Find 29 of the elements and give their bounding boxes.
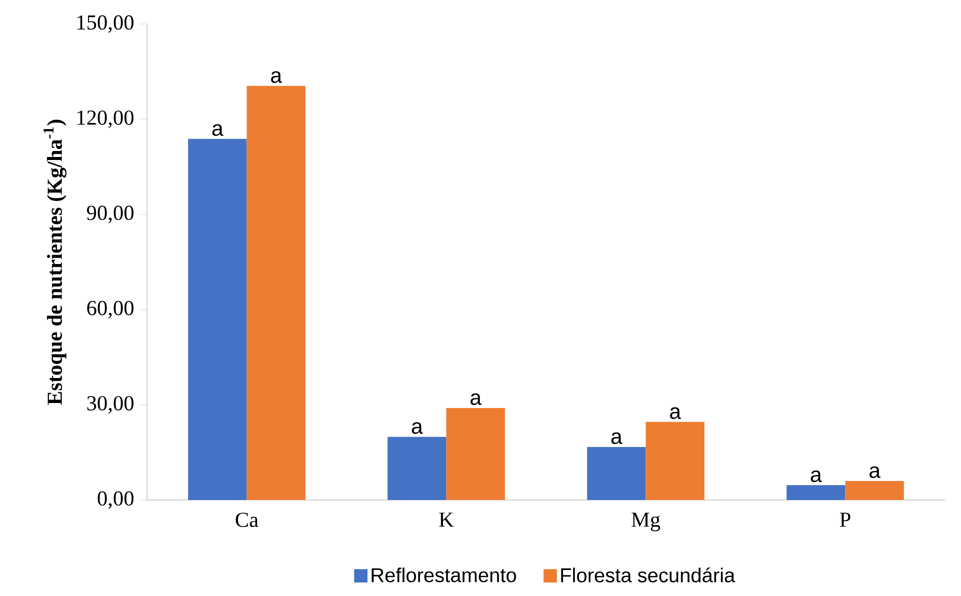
annotation: a bbox=[271, 71, 282, 83]
bar bbox=[446, 408, 505, 500]
annotation: a bbox=[212, 124, 224, 136]
y-tick-label: 150,00 bbox=[78, 15, 134, 33]
y-tick-label: 30,00 bbox=[87, 396, 134, 414]
annotation: a bbox=[810, 470, 822, 482]
bar bbox=[246, 86, 306, 500]
bar bbox=[388, 436, 446, 500]
x-tick-label: P bbox=[840, 512, 850, 527]
x-tick-label: Mg bbox=[632, 512, 660, 532]
y-tick-label: 0,00 bbox=[98, 491, 134, 509]
annotation: a bbox=[611, 432, 622, 444]
x-tick-label: K bbox=[439, 512, 454, 527]
bar bbox=[845, 480, 904, 500]
y-tick-label: 120,00 bbox=[78, 110, 134, 128]
y-tick-label: 60,00 bbox=[87, 300, 134, 318]
y-tick-label: 90,00 bbox=[86, 206, 134, 224]
legend-label: Floresta secundária bbox=[561, 567, 736, 582]
bar bbox=[646, 422, 704, 500]
annotation: a bbox=[412, 422, 423, 434]
bar bbox=[587, 446, 646, 500]
bar bbox=[786, 485, 846, 500]
text: Estoque de nutrientes (Kg/ha$^{-1}$) bbox=[44, 120, 66, 405]
annotation: a bbox=[870, 466, 881, 478]
legend-label: Reflorestamento bbox=[372, 568, 516, 582]
annotation: a bbox=[470, 393, 482, 406]
x-tick-label: Ca bbox=[236, 512, 258, 528]
annotation: a bbox=[670, 407, 682, 419]
bar bbox=[188, 138, 247, 500]
